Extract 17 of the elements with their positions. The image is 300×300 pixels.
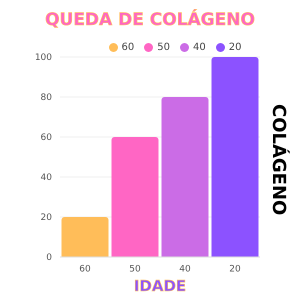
legend-label: 50 bbox=[157, 42, 170, 53]
legend-label: 40 bbox=[193, 42, 206, 53]
y-axis-title: COLÁGENO bbox=[268, 104, 289, 216]
legend-label: 60 bbox=[122, 42, 134, 53]
y-tick-label: 80 bbox=[40, 93, 52, 104]
y-tick-label: 100 bbox=[34, 53, 52, 64]
x-axis-title: IDADE bbox=[132, 277, 188, 295]
chart-title: QUEDA DE COLÁGENO bbox=[44, 10, 256, 30]
x-tick-label: 60 bbox=[79, 264, 91, 274]
y-tick-label: 40 bbox=[40, 173, 52, 184]
x-tick-label: 50 bbox=[129, 264, 141, 274]
x-tick-label: 40 bbox=[179, 264, 191, 274]
y-tick-label: 0 bbox=[46, 253, 52, 264]
y-tick-label: 20 bbox=[40, 213, 52, 224]
legend-label: 20 bbox=[228, 42, 242, 53]
y-tick-label: 60 bbox=[40, 133, 52, 144]
x-tick-label: 20 bbox=[229, 264, 241, 274]
